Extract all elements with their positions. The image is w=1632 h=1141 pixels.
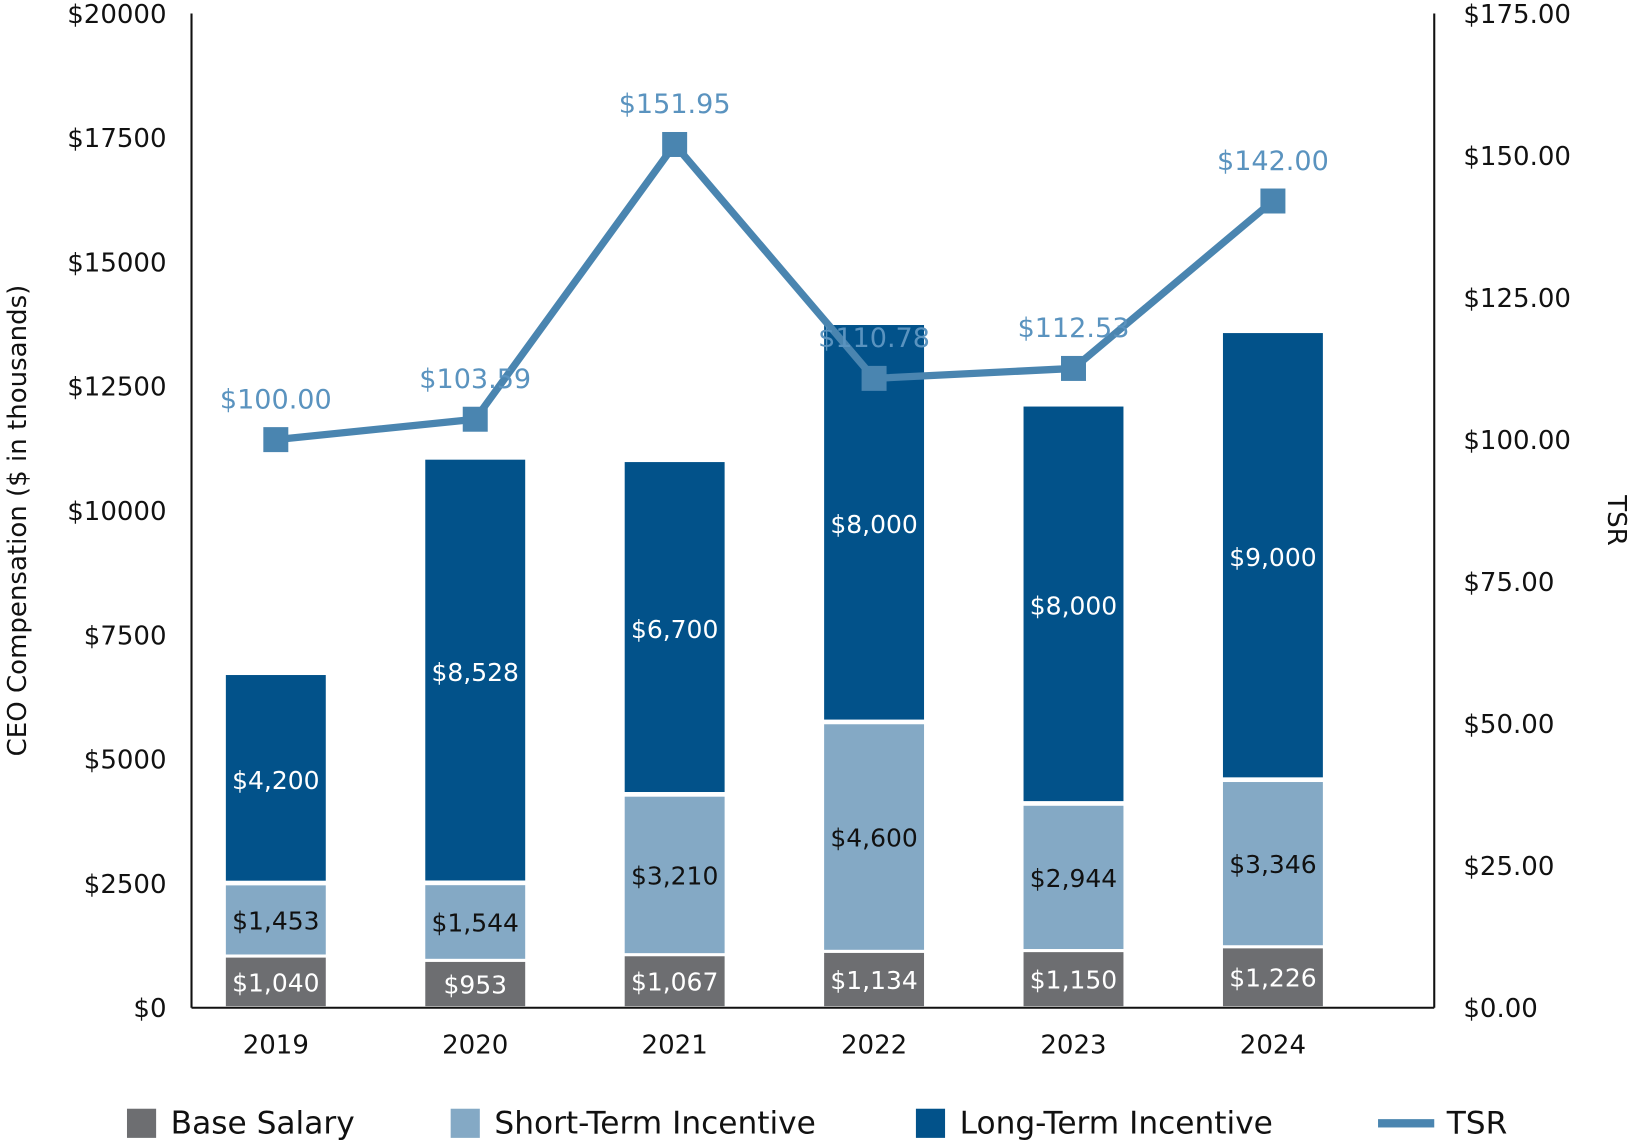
data-label-long-term-incentive-2023: $8,000 (1030, 592, 1117, 621)
y-tick-left: $0 (133, 994, 166, 1024)
y-tick-right: $150.00 (1463, 142, 1571, 172)
y-tick-right: $100.00 (1463, 426, 1571, 456)
bars-layer: $1,040 $1,453 $4,200 $953 $1,544 $8,528 $1,067… (225, 325, 1323, 1007)
bar-base-salary-2024 (1222, 948, 1323, 1007)
y-tick-left: $20000 (67, 0, 166, 30)
data-label-long-term-incentive-2022: $8,000 (830, 510, 917, 539)
tsr-label-2023: $112.53 (1018, 313, 1130, 344)
data-label-short-term-incentive-2022: $4,600 (830, 823, 917, 852)
data-label-base-salary-2022: $1,134 (830, 966, 917, 995)
data-label-long-term-incentive-2021: $6,700 (631, 615, 718, 644)
data-label-short-term-incentive-2020: $1,544 (432, 908, 519, 937)
y-tick-left: $10000 (67, 497, 166, 527)
data-label-short-term-incentive-2021: $3,210 (631, 861, 718, 890)
x-tick-2024: 2024 (1240, 1031, 1306, 1061)
bar-base-salary-2019 (225, 957, 326, 1007)
y-axis-right-label: TSR (1601, 494, 1631, 545)
tsr-label-2021: $151.95 (619, 89, 731, 120)
legend-swatch-short-term (450, 1108, 480, 1138)
legend-swatch-base-salary (126, 1108, 157, 1138)
legend-label-base-salary: Base Salary (171, 1106, 355, 1141)
x-tick-2023: 2023 (1040, 1031, 1106, 1061)
bar-long-term-incentive-2020 (425, 459, 526, 881)
y-tick-right: $0.00 (1463, 994, 1537, 1024)
tsr-line-layer: $100.00 $103.59 $151.95 $110.78 $112.53 $142.… (220, 89, 1329, 453)
y-tick-left: $15000 (67, 248, 166, 278)
axes-layer: 2019 2020 2021 2022 2023 2024 $0 $2500 $5000 $750… (67, 0, 1571, 1061)
tsr-marker-2019 (263, 427, 289, 453)
legend-swatch-long-term (915, 1108, 946, 1138)
bar-short-term-incentive-2020 (425, 885, 526, 959)
bar-long-term-incentive-2019 (225, 675, 326, 881)
bar-short-term-incentive-2022 (824, 724, 925, 950)
y-tick-right: $175.00 (1463, 0, 1571, 30)
tsr-marker-2023 (1061, 355, 1086, 381)
y-tick-left: $5000 (84, 746, 167, 776)
legend-label-short-term: Short-Term Incentive (494, 1106, 815, 1141)
y-tick-left: $7500 (84, 621, 167, 651)
data-label-base-salary-2019: $1,040 (232, 968, 319, 997)
data-label-short-term-incentive-2019: $1,453 (232, 906, 319, 935)
y-tick-left: $17500 (67, 124, 166, 154)
data-label-short-term-incentive-2023: $2,944 (1030, 864, 1117, 893)
y-tick-right: $25.00 (1463, 852, 1554, 882)
y-tick-left: $12500 (67, 373, 166, 403)
bar-long-term-incentive-2023 (1023, 406, 1124, 802)
bar-base-salary-2022 (824, 952, 925, 1007)
tsr-label-2024: $142.00 (1217, 146, 1329, 177)
x-tick-2022: 2022 (841, 1031, 907, 1061)
y-tick-right: $50.00 (1463, 710, 1554, 740)
data-label-base-salary-2021: $1,067 (631, 968, 718, 997)
legend: Base Salary Short-Term Incentive Long-Te… (126, 1106, 1508, 1141)
data-label-long-term-incentive-2019: $4,200 (232, 766, 319, 795)
bar-long-term-incentive-2021 (624, 462, 725, 793)
tsr-label-2020: $103.59 (419, 364, 531, 395)
x-tick-2021: 2021 (642, 1031, 708, 1061)
tsr-marker-2024 (1260, 188, 1286, 214)
tsr-marker-2020 (462, 406, 488, 432)
x-tick-2020: 2020 (442, 1031, 508, 1061)
tsr-line (275, 140, 1276, 444)
data-label-long-term-incentive-2024: $9,000 (1229, 543, 1316, 572)
tsr-marker-2022 (861, 365, 887, 391)
bar-short-term-incentive-2024 (1222, 782, 1323, 946)
tsr-marker-2021 (662, 131, 688, 157)
legend-swatch-tsr (1378, 1119, 1435, 1128)
data-label-base-salary-2020: $953 (443, 970, 507, 999)
bar-base-salary-2020 (425, 961, 526, 1007)
bar-short-term-incentive-2021 (624, 796, 725, 954)
data-label-long-term-incentive-2020: $8,528 (432, 658, 519, 687)
data-label-short-term-incentive-2024: $3,346 (1229, 850, 1316, 879)
y-axis-label: CEO Compensation ($ in thousands) (3, 285, 33, 757)
legend-label-tsr: TSR (1446, 1106, 1508, 1141)
bar-long-term-incentive-2024 (1222, 333, 1323, 778)
y-tick-right: $75.00 (1463, 568, 1554, 598)
bar-base-salary-2021 (624, 956, 725, 1007)
bar-base-salary-2023 (1023, 952, 1124, 1007)
tsr-label-2022: $110.78 (818, 323, 930, 354)
y-tick-left: $2500 (84, 870, 167, 900)
x-tick-2019: 2019 (243, 1031, 309, 1061)
bar-short-term-incentive-2023 (1023, 805, 1124, 950)
y-tick-right: $125.00 (1463, 284, 1571, 314)
data-label-base-salary-2024: $1,226 (1229, 964, 1316, 993)
bar-short-term-incentive-2019 (225, 885, 326, 955)
data-label-base-salary-2023: $1,150 (1030, 966, 1117, 995)
tsr-label-2019: $100.00 (220, 384, 332, 415)
legend-label-long-term: Long-Term Incentive (960, 1106, 1273, 1141)
